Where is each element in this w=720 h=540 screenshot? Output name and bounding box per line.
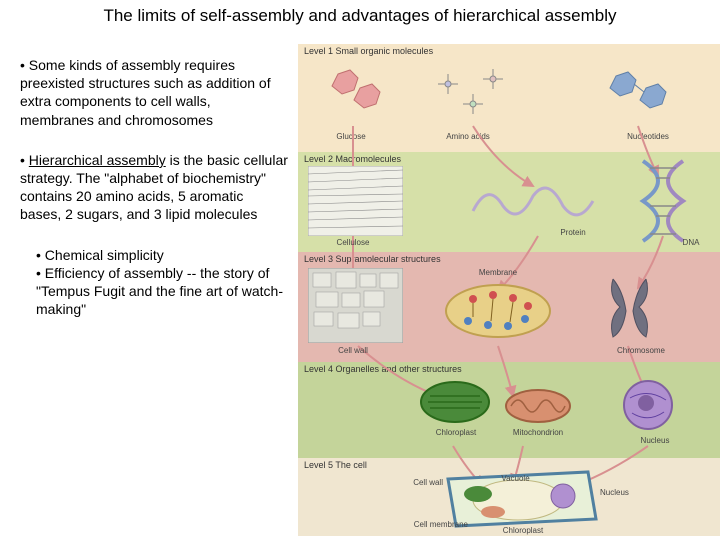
cellulose-label: Cellulose xyxy=(323,238,383,247)
chloroplast-icon xyxy=(418,378,493,426)
chloroplast-label: Chloroplast xyxy=(426,428,486,437)
bullet-2-prefix: • xyxy=(20,152,29,168)
page-title: The limits of self-assembly and advantag… xyxy=(0,0,720,26)
text-column: • Some kinds of assembly requires preexi… xyxy=(0,26,298,536)
chromosome-label: Chromosome xyxy=(606,346,676,355)
two-column-layout: • Some kinds of assembly requires preexi… xyxy=(0,26,720,536)
chromosome-icon xyxy=(588,271,678,346)
dna-label: DNA xyxy=(676,238,706,247)
nucleus-label: Nucleus xyxy=(630,436,680,445)
dna-icon xyxy=(628,156,713,251)
chloroplast2-label: Chloroplast xyxy=(493,526,553,535)
bullet-2: • Hierarchical assembly is the basic cel… xyxy=(20,151,288,224)
mitochondrion-icon xyxy=(503,386,573,426)
protein-icon xyxy=(468,171,598,236)
cellwall2-label: Cell wall xyxy=(398,478,443,487)
sub-bullet-1: • Chemical simplicity xyxy=(36,246,288,264)
bullet-1: • Some kinds of assembly requires preexi… xyxy=(20,56,288,129)
cellulose-icon xyxy=(308,166,403,236)
cellmembrane-label: Cell membrane xyxy=(398,520,468,529)
hierarchy-diagram: Level 1 Small organic molecules Level 2 … xyxy=(298,26,720,536)
membrane-label: Membrane xyxy=(468,268,528,277)
membrane-icon xyxy=(443,281,553,341)
cellwall-label: Cell wall xyxy=(328,346,378,355)
mitochondrion-label: Mitochondrion xyxy=(503,428,573,437)
diagram-column: Level 1 Small organic molecules Level 2 … xyxy=(298,26,720,536)
cellwall-icon xyxy=(308,268,403,343)
sub-bullet-2: • Efficiency of assembly -- the story of… xyxy=(36,264,288,319)
vacuole-label: Vacuole xyxy=(493,474,538,483)
nucleus2-label: Nucleus xyxy=(600,488,645,497)
sub-bullets: • Chemical simplicity • Efficiency of as… xyxy=(36,246,288,319)
nucleus-icon xyxy=(618,378,678,433)
protein-label: Protein xyxy=(548,228,598,237)
bullet-2-underlined: Hierarchical assembly xyxy=(29,152,166,168)
